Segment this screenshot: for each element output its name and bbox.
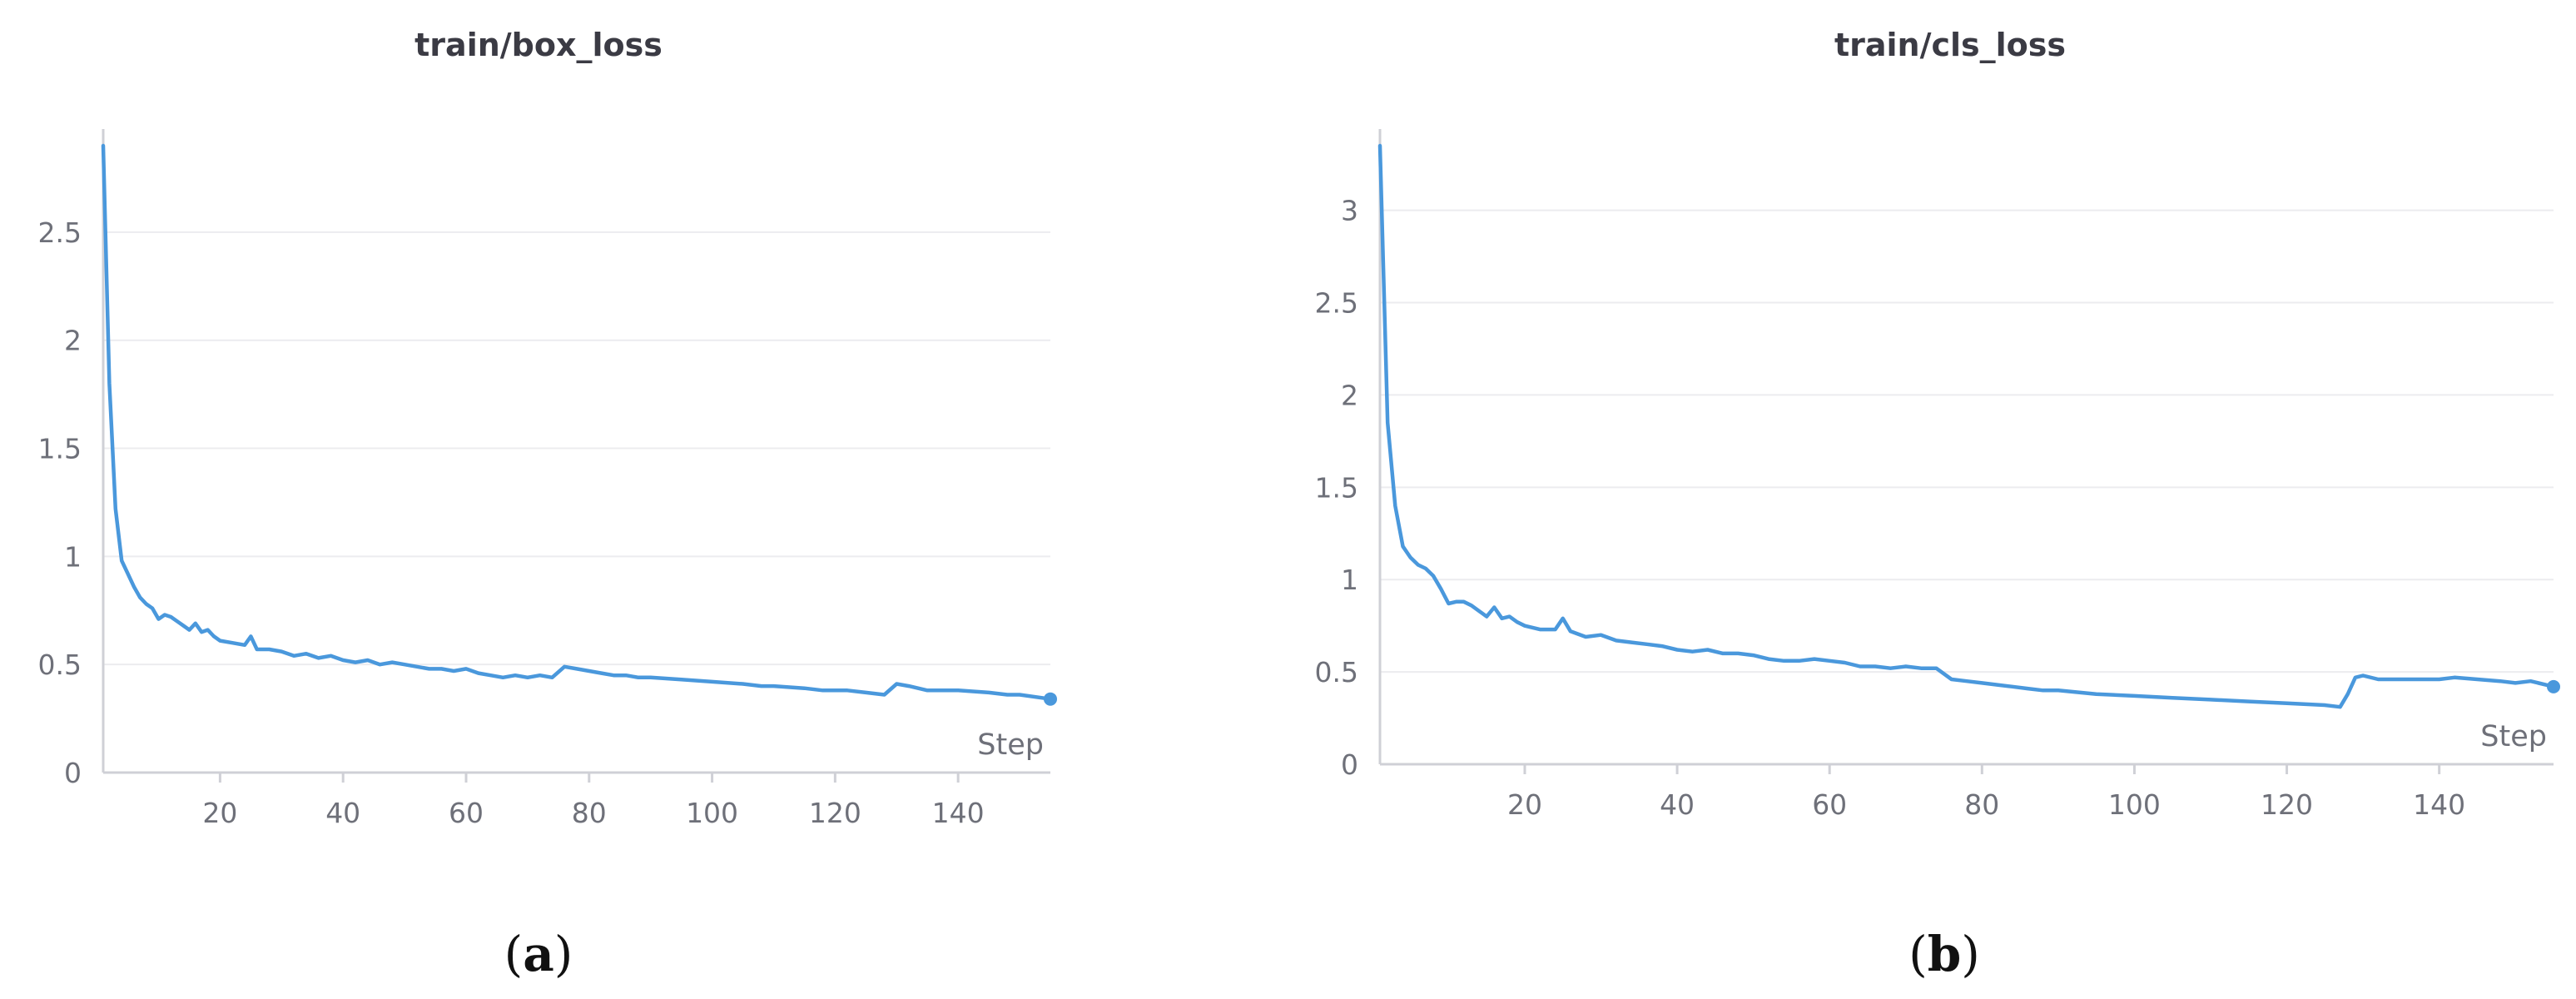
series-line-box-loss <box>101 143 1053 701</box>
chart-panel-b: train/cls_loss 0 0.5 1 1.5 2 2.5 3 20 40 60 80 100… <box>1315 27 2560 982</box>
x-tick-label: 40 <box>325 797 360 829</box>
y-tick-label: 2 <box>64 325 82 357</box>
y-tick-label: 0.5 <box>38 649 82 681</box>
series-end-point-b <box>2547 679 2560 693</box>
y-tick-labels-a: 0 0.5 1 1.5 2 2.5 <box>38 216 82 789</box>
y-tick-label: 1 <box>1341 564 1358 596</box>
y-tick-label: 2 <box>1341 379 1358 411</box>
y-tick-label: 1.5 <box>38 433 82 465</box>
x-axis-label-b: Step <box>2480 720 2547 753</box>
x-axis-label-a: Step <box>977 728 1044 762</box>
series-end-point-a <box>1044 692 1057 706</box>
x-tick-label: 140 <box>2413 788 2465 821</box>
x-tick-label: 20 <box>202 797 237 829</box>
panel-caption-b: (b) <box>1908 926 1980 982</box>
x-tick-label: 100 <box>2108 788 2161 821</box>
x-tick-label: 40 <box>1660 788 1695 821</box>
y-tick-label: 1.5 <box>1315 471 1358 504</box>
x-tick-label: 60 <box>1812 788 1847 821</box>
x-tick-label: 60 <box>449 797 484 829</box>
y-tick-label: 2.5 <box>1315 287 1358 320</box>
axes-b <box>1378 129 2554 774</box>
axes-a <box>102 129 1050 783</box>
x-tick-label: 20 <box>1507 788 1542 821</box>
x-tick-label: 140 <box>932 797 985 829</box>
panel-letter-b: b <box>1928 926 1962 982</box>
x-tick-labels-a: 20 40 60 80 100 120 140 <box>202 797 984 829</box>
chart-title-a: train/box_loss <box>414 27 663 63</box>
x-tick-label: 120 <box>809 797 861 829</box>
chart-title-b: train/cls_loss <box>1834 27 2066 63</box>
x-tick-label: 80 <box>572 797 607 829</box>
y-tick-label: 1 <box>64 540 82 573</box>
panel-caption-a: (a) <box>504 926 573 982</box>
panel-letter-a: a <box>523 926 554 982</box>
series-line-cls-loss <box>1377 143 2556 709</box>
y-tick-label: 0.5 <box>1315 656 1358 688</box>
x-tick-label: 120 <box>2261 788 2313 821</box>
x-tick-labels-b: 20 40 60 80 100 120 140 <box>1507 788 2465 821</box>
y-tick-label: 3 <box>1341 195 1358 227</box>
x-tick-label: 80 <box>1964 788 1999 821</box>
grid-b <box>1380 209 2554 673</box>
y-tick-label: 2.5 <box>38 216 82 249</box>
chart-panel-a: train/box_loss 0 0.5 1 1.5 2 2.5 20 40 60 80 100 1… <box>38 27 1057 982</box>
y-tick-label: 0 <box>64 757 82 789</box>
x-tick-label: 100 <box>686 797 738 829</box>
y-tick-labels-b: 0 0.5 1 1.5 2 2.5 3 <box>1315 195 1358 781</box>
grid-a <box>103 231 1050 666</box>
y-tick-label: 0 <box>1341 748 1358 781</box>
